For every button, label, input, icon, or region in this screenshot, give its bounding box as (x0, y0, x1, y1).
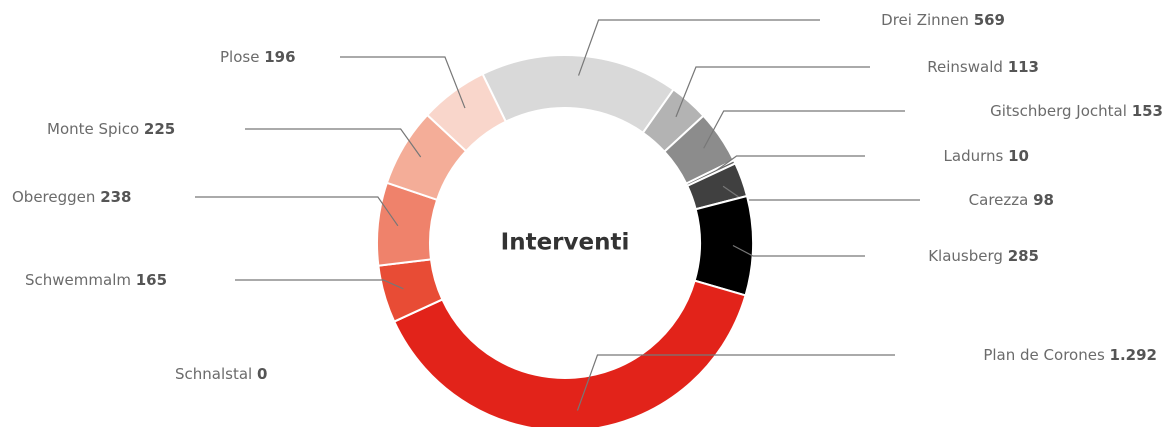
leader-line (576, 354, 895, 411)
slice-label: Reinswald 113 (927, 58, 1039, 76)
slice-value: 165 (136, 271, 167, 289)
leader-line (675, 66, 870, 118)
leader-line (732, 244, 865, 257)
slice-value: 153 (1132, 102, 1163, 120)
slice-value: 10 (1008, 147, 1029, 165)
donut-segment (481, 54, 675, 135)
slice-name: Ladurns (944, 147, 1004, 165)
slice-value: 1.292 (1110, 346, 1157, 364)
slice-value: 285 (1008, 247, 1039, 265)
slice-label: Klausberg 285 (928, 247, 1039, 265)
slice-label: Plan de Corones 1.292 (983, 346, 1157, 364)
slice-value: 113 (1008, 58, 1039, 76)
leader-line (716, 155, 865, 171)
slice-name: Drei Zinnen (881, 11, 969, 29)
slice-label: Obereggen 238 (12, 188, 132, 206)
slice-name: Plose (220, 48, 259, 66)
slice-name: Obereggen (12, 188, 95, 206)
slice-label: Monte Spico 225 (47, 120, 175, 138)
slice-label: Gitschberg Jochtal 153 (990, 102, 1163, 120)
leader-line (245, 128, 422, 158)
leader-line (703, 110, 905, 149)
slice-name: Carezza (969, 191, 1029, 209)
slice-value: 238 (100, 188, 131, 206)
slice-label: Carezza 98 (969, 191, 1054, 209)
slice-value: 98 (1033, 191, 1054, 209)
slice-value: 569 (974, 11, 1005, 29)
leader-line (577, 19, 820, 76)
slice-value: 196 (264, 48, 295, 66)
slice-label: Schnalstal 0 (175, 365, 267, 383)
slice-value: 225 (144, 120, 175, 138)
donut-segment (392, 279, 747, 427)
slice-label: Drei Zinnen 569 (881, 11, 1005, 29)
leader-line (195, 196, 399, 227)
slice-label: Ladurns 10 (944, 147, 1029, 165)
leader-line (722, 185, 920, 201)
slice-label: Plose 196 (220, 48, 296, 66)
slice-name: Reinswald (927, 58, 1003, 76)
slice-name: Gitschberg Jochtal (990, 102, 1127, 120)
donut-segment (425, 72, 508, 153)
slice-name: Schnalstal (175, 365, 252, 383)
slice-name: Klausberg (928, 247, 1003, 265)
leader-line (340, 56, 466, 109)
slice-value: 0 (257, 365, 267, 383)
center-label: Interventi (501, 230, 630, 256)
slice-name: Plan de Corones (983, 346, 1105, 364)
slice-name: Monte Spico (47, 120, 139, 138)
donut-segment (693, 194, 754, 297)
leader-line (235, 279, 404, 290)
slice-name: Schwemmalm (25, 271, 131, 289)
slice-label: Schwemmalm 165 (25, 271, 167, 289)
